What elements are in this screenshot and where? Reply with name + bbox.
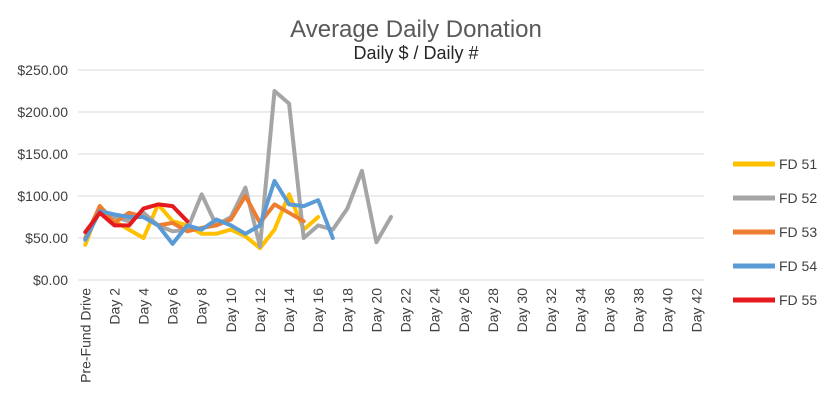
x-tick-label: Pre-Fund Drive <box>77 288 93 383</box>
x-tick-label: Day 42 <box>689 288 705 333</box>
y-tick-label: $150.00 <box>17 146 68 162</box>
y-tick-label: $0.00 <box>33 272 68 288</box>
y-axis-ticks: $250.00 $200.00 $150.00 $100.00 $50.00 $0.00 <box>17 62 68 288</box>
y-tick-label: $250.00 <box>17 62 68 78</box>
y-tick-label: $100.00 <box>17 188 68 204</box>
legend-label: FD 54 <box>779 258 817 274</box>
legend-label: FD 51 <box>779 156 817 172</box>
x-tick-label: Day 18 <box>339 288 355 333</box>
x-tick-label: Day 4 <box>136 288 152 325</box>
gridlines <box>78 69 704 281</box>
y-tick-label: $50.00 <box>25 230 68 246</box>
x-tick-label: Day 32 <box>543 288 559 333</box>
x-axis-ticks: Pre-Fund Drive Day 2 Day 4 Day 6 Day 8 Day 10… <box>77 288 704 383</box>
series-line-fd-55 <box>83 202 190 235</box>
x-tick-label: Day 28 <box>485 288 501 333</box>
chart-title: Average Daily Donation <box>290 16 542 43</box>
x-tick-label: Day 22 <box>398 288 414 333</box>
x-tick-label: Day 24 <box>427 288 443 333</box>
legend: FD 51 FD 52 FD 53 FD 54 FD 55 <box>733 156 817 308</box>
x-tick-label: Day 38 <box>630 288 646 333</box>
x-tick-label: Day 16 <box>310 288 326 333</box>
x-tick-label: Day 10 <box>223 288 239 333</box>
series-line-fd-53 <box>83 194 306 240</box>
chart-subtitle: Daily $ / Daily # <box>353 43 478 63</box>
x-tick-label: Day 36 <box>601 288 617 333</box>
x-tick-label: Day 6 <box>165 288 181 325</box>
x-tick-label: Day 2 <box>106 288 122 325</box>
legend-label: FD 53 <box>779 224 817 240</box>
x-tick-label: Day 34 <box>572 288 588 333</box>
x-tick-label: Day 20 <box>368 288 384 333</box>
x-tick-label: Day 40 <box>660 288 676 333</box>
y-tick-label: $200.00 <box>17 104 68 120</box>
series-lines <box>83 89 393 251</box>
legend-label: FD 55 <box>779 292 817 308</box>
x-tick-label: Day 12 <box>252 288 268 333</box>
legend-label: FD 52 <box>779 190 817 206</box>
series-line-fd-54 <box>83 178 335 246</box>
x-tick-label: Day 26 <box>456 288 472 333</box>
x-tick-label: Day 8 <box>194 288 210 325</box>
x-tick-label: Day 30 <box>514 288 530 333</box>
x-tick-label: Day 14 <box>281 288 297 333</box>
